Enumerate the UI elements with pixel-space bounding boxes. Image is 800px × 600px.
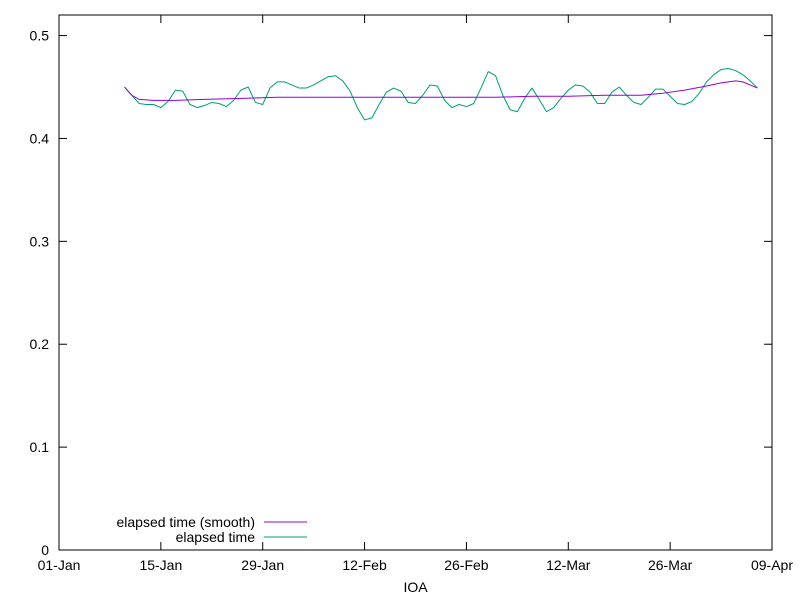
x-tick-label: 26-Mar	[648, 557, 693, 573]
x-tick-label: 09-Apr	[751, 557, 793, 573]
legend-label: elapsed time (smooth)	[116, 514, 255, 530]
y-tick-label: 0.5	[30, 28, 50, 44]
series-layer	[124, 68, 758, 121]
legend-label: elapsed time	[176, 529, 256, 545]
axis-tick-labels: 0 0.1 0.2 0.3 0.4 0.5 01-Jan 15-Jan 29-Jan 12-Feb…	[30, 28, 794, 573]
y-tick-label: 0.2	[30, 336, 50, 352]
y-tick-label: 0.4	[30, 130, 50, 146]
plot-frame	[58, 14, 773, 551]
y-tick-label: 0.1	[30, 439, 50, 455]
x-tick-label: 26-Feb	[444, 557, 489, 573]
y-tick-label: 0.3	[30, 233, 50, 249]
axis-ticks	[58, 15, 773, 551]
series-line-elapsed-time-smooth	[124, 80, 758, 101]
x-tick-label: 01-Jan	[38, 557, 81, 573]
x-tick-label: 15-Jan	[139, 557, 182, 573]
x-tick-label: 12-Mar	[546, 557, 591, 573]
series-line-elapsed-time	[124, 68, 758, 121]
x-tick-label: 29-Jan	[241, 557, 284, 573]
legend: elapsed time (smooth)elapsed time	[116, 514, 307, 545]
y-tick-label: 0	[41, 542, 49, 558]
x-axis-title: IOA	[403, 579, 428, 595]
x-tick-label: 12-Feb	[342, 557, 387, 573]
